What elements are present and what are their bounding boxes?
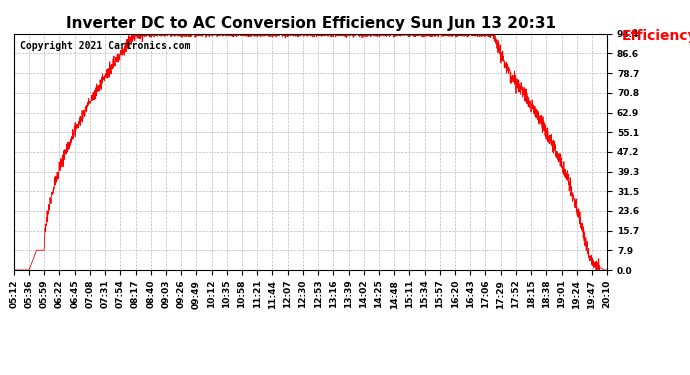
Title: Inverter DC to AC Conversion Efficiency Sun Jun 13 20:31: Inverter DC to AC Conversion Efficiency … [66, 16, 555, 31]
Text: Copyright 2021 Cartronics.com: Copyright 2021 Cartronics.com [20, 41, 190, 51]
Y-axis label: Efficiency(%): Efficiency(%) [621, 29, 690, 43]
